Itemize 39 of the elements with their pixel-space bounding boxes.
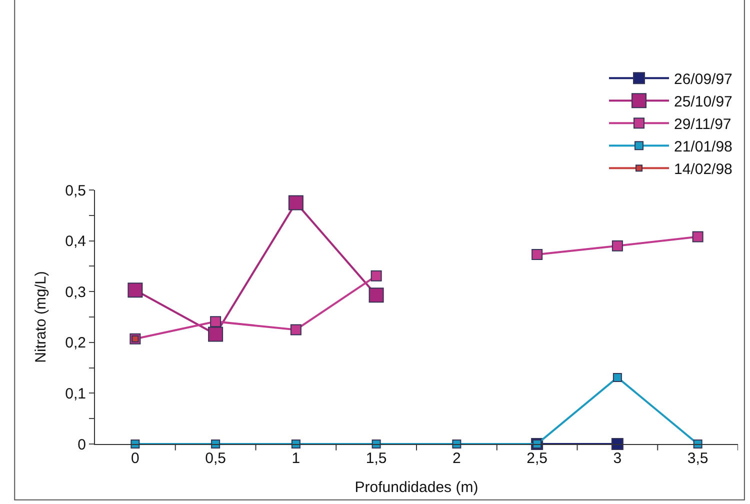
point [612, 240, 623, 252]
point [611, 438, 624, 450]
point [211, 440, 220, 448]
y-tick-label: 0,4 [65, 233, 86, 250]
point [290, 324, 302, 336]
y-tick-label: 0 [78, 436, 86, 454]
point [288, 195, 304, 210]
point [210, 316, 222, 328]
point [693, 440, 702, 448]
x-tick-label: 2 [452, 450, 461, 467]
x-tick-label: 0 [131, 450, 140, 467]
legend-label: 29/11/97 [674, 116, 732, 134]
x-tick-label: 0,5 [205, 450, 226, 467]
x-axis-title: Profundidades (m) [354, 479, 478, 496]
legend-label: 25/10/97 [674, 94, 732, 111]
x-tick-label: 3 [613, 450, 622, 467]
point [368, 288, 384, 303]
point [372, 440, 381, 448]
legend-label: 26/09/97 [674, 71, 732, 88]
y-tick-label: 0,1 [65, 385, 86, 402]
point [130, 440, 140, 448]
y-tick-label: 0,5 [65, 182, 86, 200]
x-tick-label: 1 [292, 450, 300, 467]
y-axis-title: Nitrato (mg/L) [32, 271, 50, 363]
point [532, 249, 543, 260]
point [370, 270, 382, 282]
legend-label: 14/02/98 [674, 161, 732, 178]
point [612, 372, 622, 382]
point [692, 231, 704, 242]
y-tick-label: 0,2 [65, 334, 86, 352]
point [128, 282, 143, 298]
y-tick-label: 0,3 [65, 284, 86, 301]
x-tick-label: 2,5 [526, 450, 548, 467]
point [208, 326, 224, 342]
point [291, 440, 300, 448]
point [452, 440, 462, 448]
legend-label: 21/01/98 [674, 138, 732, 156]
x-tick-label: 1,5 [366, 450, 387, 467]
x-tick-label: 3,5 [687, 450, 708, 467]
